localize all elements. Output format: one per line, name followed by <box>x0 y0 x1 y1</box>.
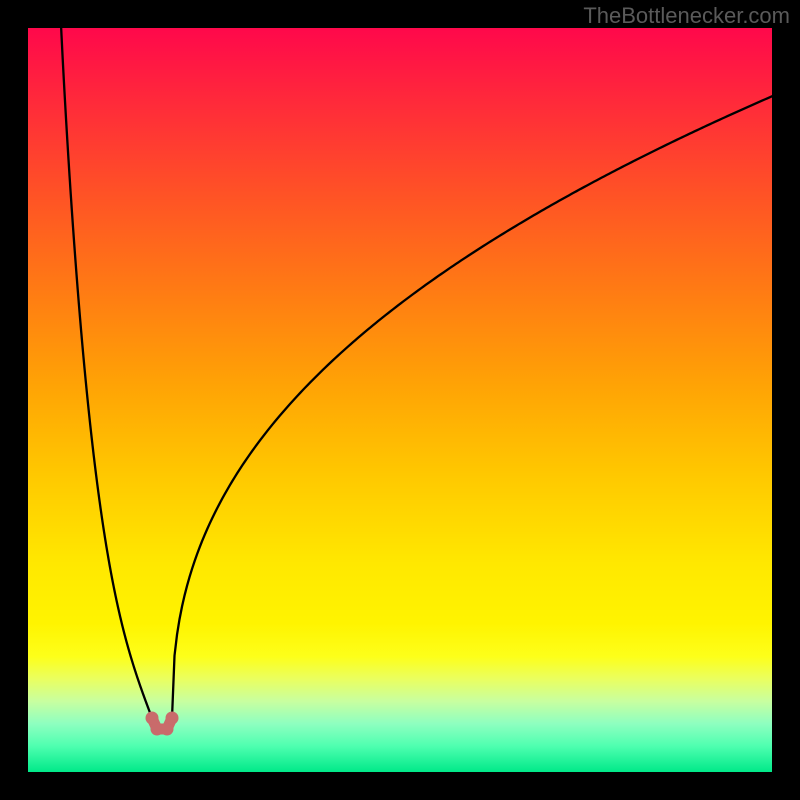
curve-notch <box>146 712 179 736</box>
right-curve <box>172 95 775 718</box>
chart-frame: TheBottlenecker.com <box>0 0 800 800</box>
curve-layer <box>0 0 800 800</box>
notch-node <box>166 712 179 725</box>
left-curve <box>60 0 152 718</box>
